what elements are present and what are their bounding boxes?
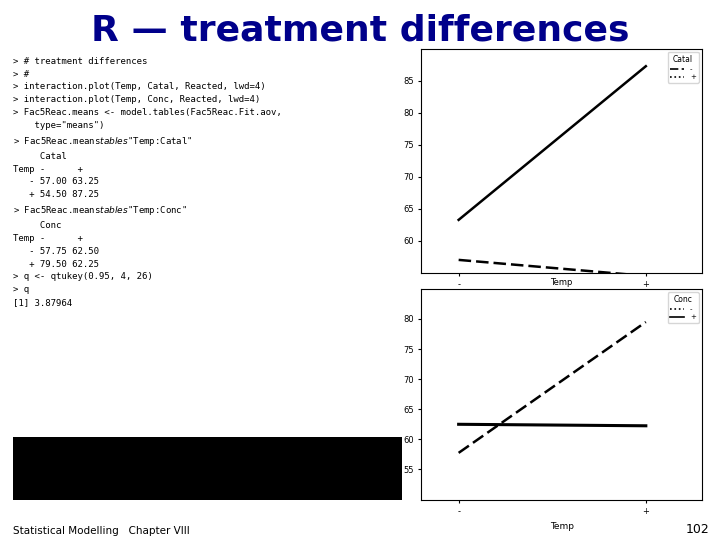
Text: 102: 102 — [685, 523, 709, 536]
Text: Statistical Modelling   Chapter VIII: Statistical Modelling Chapter VIII — [13, 525, 189, 536]
Text: R — treatment differences: R — treatment differences — [91, 14, 629, 48]
Text: Temp: Temp — [550, 278, 573, 287]
Legend: -, +: -, + — [667, 292, 698, 323]
X-axis label: Temp: Temp — [549, 522, 574, 531]
Text: > # treatment differences
> #
> interaction.plot(Temp, Catal, Reacted, lwd=4)
> : > # treatment differences > # > interact… — [13, 57, 282, 307]
Legend: -, +: -, + — [667, 52, 698, 83]
